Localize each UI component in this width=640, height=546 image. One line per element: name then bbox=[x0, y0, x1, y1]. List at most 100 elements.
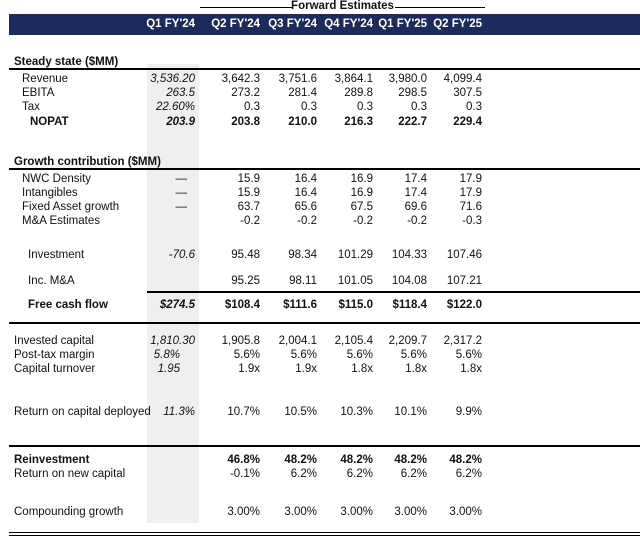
table-cell: 3,980.0 bbox=[388, 73, 427, 85]
table-cell: 3,536.20 bbox=[150, 73, 195, 85]
table-cell: $111.6 bbox=[283, 299, 317, 311]
table-cell: 6.2% bbox=[346, 468, 373, 480]
table-cell: 67.5 bbox=[350, 201, 373, 213]
table-cell: 1.9x bbox=[295, 363, 317, 375]
table-cell: 203.9 bbox=[166, 116, 195, 128]
table-cell: 104.08 bbox=[391, 275, 427, 287]
table-cell: — bbox=[175, 173, 188, 185]
table-cell: 107.21 bbox=[446, 275, 482, 287]
table-cell: 3,864.1 bbox=[334, 73, 373, 85]
section-title-growth-contribution: Growth contribution ($MM) bbox=[14, 156, 161, 168]
row-label: Return on new capital bbox=[14, 468, 126, 480]
table-cell: 3.00% bbox=[394, 506, 427, 518]
table-cell: 6.2% bbox=[455, 468, 482, 480]
row-label: Reinvestment bbox=[14, 454, 90, 466]
divider bbox=[9, 68, 640, 70]
table-cell: 3.00% bbox=[449, 506, 482, 518]
table-cell: 229.4 bbox=[453, 116, 482, 128]
row-label: Compounding growth bbox=[14, 506, 124, 518]
divider bbox=[9, 168, 640, 170]
column-header: Q3 FY'24 bbox=[268, 18, 317, 30]
table-cell: -0.2 bbox=[353, 215, 373, 227]
column-header-bar bbox=[9, 14, 640, 35]
table-cell: 16.9 bbox=[350, 187, 373, 199]
table-cell: 0.3 bbox=[357, 101, 373, 113]
table-cell: 1,905.8 bbox=[221, 335, 260, 347]
row-label: Intangibles bbox=[22, 187, 78, 199]
table-cell: 98.11 bbox=[289, 275, 317, 287]
table-cell: -0.2 bbox=[407, 215, 427, 227]
table-cell: 263.5 bbox=[166, 87, 195, 99]
table-cell: -70.6 bbox=[168, 249, 195, 261]
table-cell: 3.00% bbox=[284, 506, 317, 518]
row-label: Inc. M&A bbox=[28, 275, 75, 287]
double-rule-top bbox=[9, 532, 640, 533]
table-cell: 0.3 bbox=[411, 101, 427, 113]
table-cell: 2,004.1 bbox=[278, 335, 317, 347]
table-cell: 2,209.7 bbox=[388, 335, 427, 347]
table-cell: 17.9 bbox=[459, 187, 482, 199]
table-cell: 4,099.4 bbox=[443, 73, 482, 85]
table-cell: 3,751.6 bbox=[278, 73, 317, 85]
column-header: Q2 FY'25 bbox=[433, 18, 482, 30]
table-cell: $118.4 bbox=[392, 299, 427, 311]
table-cell: 210.0 bbox=[288, 116, 317, 128]
table-cell: 6.2% bbox=[290, 468, 317, 480]
row-label: Fixed Asset growth bbox=[22, 201, 120, 213]
table-cell: 15.9 bbox=[237, 187, 260, 199]
table-cell: 48.2% bbox=[284, 454, 317, 466]
table-cell: 1,810.30 bbox=[150, 335, 195, 347]
table-cell: 281.4 bbox=[288, 87, 317, 99]
table-cell: 48.2% bbox=[449, 454, 482, 466]
table-cell: 289.8 bbox=[344, 87, 373, 99]
divider bbox=[147, 291, 640, 293]
table-cell: 6.2% bbox=[400, 468, 427, 480]
table-cell: 2,317.2 bbox=[443, 335, 482, 347]
table-cell: 17.4 bbox=[404, 173, 427, 185]
divider bbox=[200, 7, 292, 8]
table-cell: -0.3 bbox=[462, 215, 482, 227]
table-cell: 222.7 bbox=[398, 116, 427, 128]
table-cell: 10.3% bbox=[340, 406, 373, 418]
table-cell: 69.6 bbox=[404, 201, 427, 213]
historical-column-shade bbox=[147, 64, 199, 523]
table-cell: 3,642.3 bbox=[221, 73, 260, 85]
table-cell: 3.00% bbox=[340, 506, 373, 518]
table-cell: 0.3 bbox=[466, 101, 482, 113]
table-cell: 17.9 bbox=[459, 173, 482, 185]
table-cell: 1.8x bbox=[460, 363, 482, 375]
row-label: Tax bbox=[22, 101, 40, 113]
table-cell: 95.48 bbox=[231, 249, 260, 261]
table-cell: 101.05 bbox=[337, 275, 373, 287]
table-cell: 22.60% bbox=[155, 101, 195, 113]
table-cell: 273.2 bbox=[231, 87, 260, 99]
table-cell: 46.8% bbox=[227, 454, 260, 466]
row-label: NWC Density bbox=[22, 173, 92, 185]
column-header: Q2 FY'24 bbox=[211, 18, 260, 30]
row-label: NOPAT bbox=[30, 116, 69, 128]
table-cell: $274.5 bbox=[159, 299, 195, 311]
table-cell: 104.33 bbox=[391, 249, 427, 261]
divider bbox=[9, 445, 640, 447]
table-cell: 1.8x bbox=[405, 363, 427, 375]
table-cell: $108.4 bbox=[224, 299, 260, 311]
table-cell: $115.0 bbox=[338, 299, 373, 311]
table-cell: 16.9 bbox=[350, 173, 373, 185]
table-cell: 16.4 bbox=[294, 173, 317, 185]
table-cell: — bbox=[175, 201, 188, 213]
table-cell: 5.6% bbox=[400, 349, 427, 361]
table-cell: 216.3 bbox=[344, 116, 373, 128]
table-cell: 16.4 bbox=[294, 187, 317, 199]
row-label: Revenue bbox=[22, 73, 69, 85]
table-cell: 98.34 bbox=[288, 249, 317, 261]
table-cell: 0.3 bbox=[244, 101, 260, 113]
row-label: Invested capital bbox=[14, 335, 94, 347]
row-label: M&A Estimates bbox=[22, 215, 100, 227]
table-cell: 307.5 bbox=[453, 87, 482, 99]
column-header: Q4 FY'24 bbox=[324, 18, 373, 30]
table-cell: 1.95 bbox=[157, 363, 180, 375]
row-label: Capital turnover bbox=[14, 363, 96, 375]
table-cell: -0.2 bbox=[297, 215, 317, 227]
table-cell: 203.8 bbox=[231, 116, 260, 128]
column-header: Q1 FY'24 bbox=[146, 18, 195, 30]
